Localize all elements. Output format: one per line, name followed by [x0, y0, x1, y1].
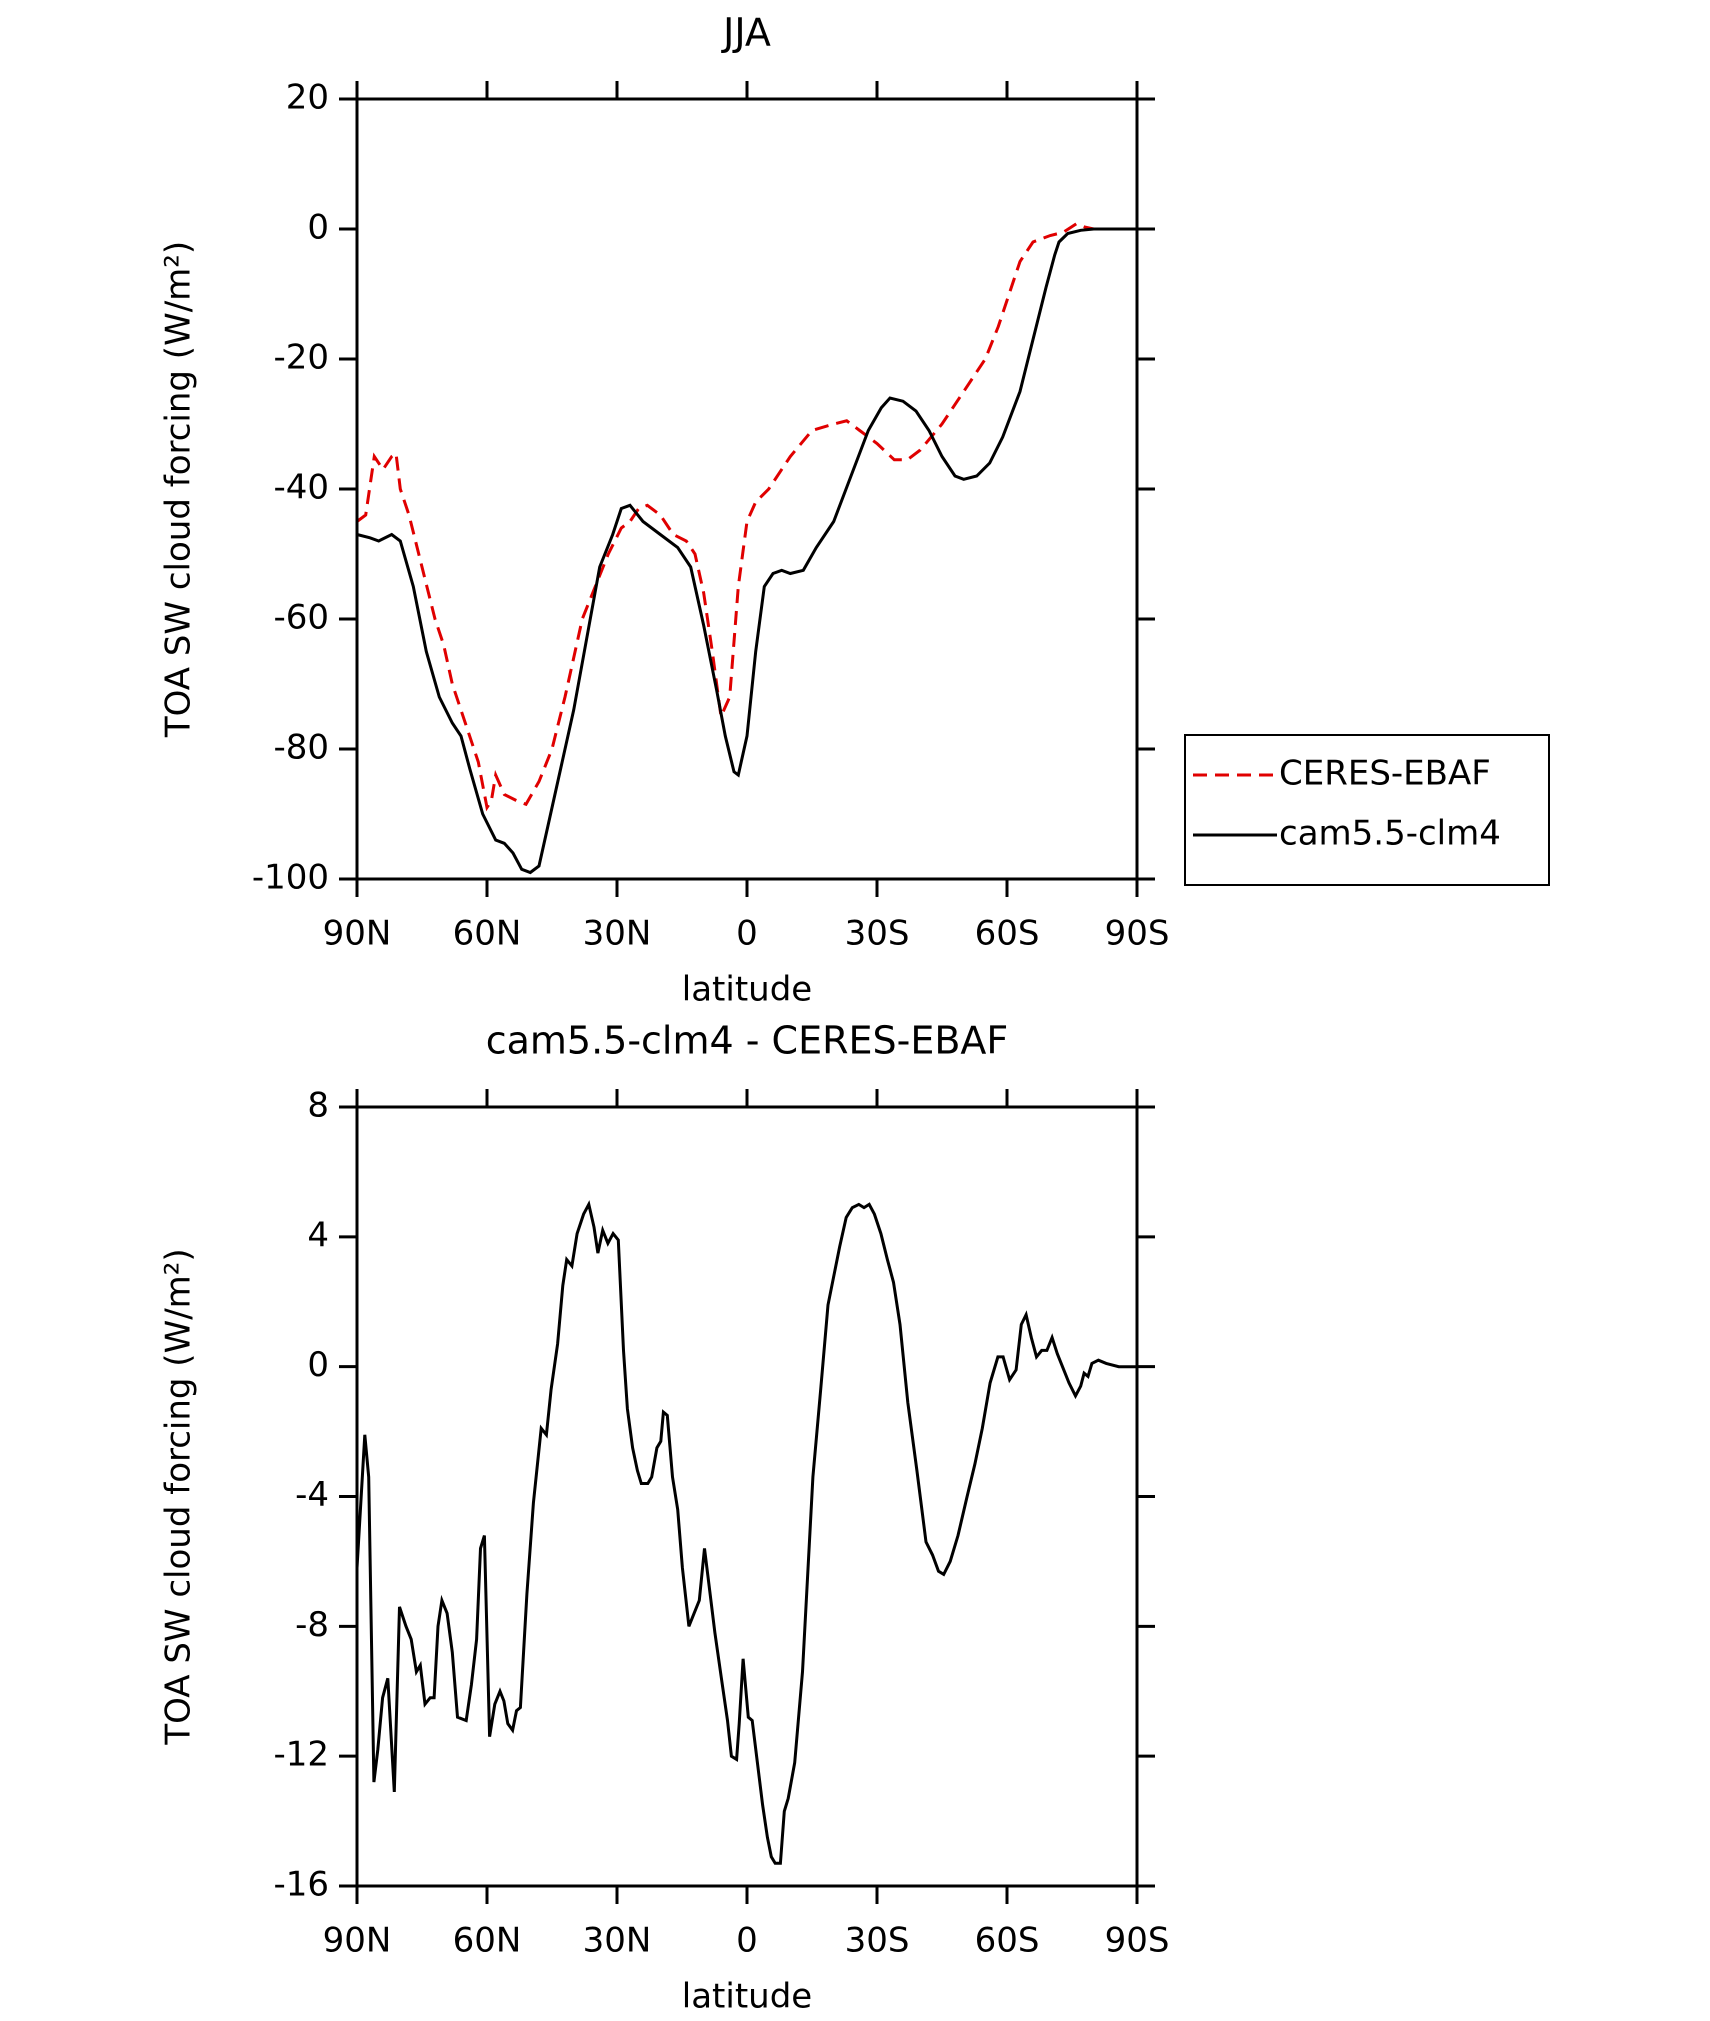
y-tick-label: 20: [286, 78, 329, 118]
x-tick-label: 90S: [1105, 914, 1170, 954]
data-line: [356, 222, 1137, 812]
plot-frame: [355, 1105, 1139, 1888]
x-tick-label: 30S: [845, 1921, 910, 1961]
chart-title: JJA: [721, 11, 771, 55]
legend-box: [1184, 734, 1550, 886]
x-tick-label: 90N: [323, 1921, 392, 1961]
x-tick-label: 60N: [453, 1921, 522, 1961]
chart-title: cam5.5-clm4 - CERES-EBAF: [486, 1019, 1009, 1063]
x-tick-label: 90S: [1105, 1921, 1170, 1961]
y-tick-label: -60: [273, 598, 329, 638]
x-tick-label: 0: [736, 1921, 758, 1961]
x-tick-label: 30S: [845, 914, 910, 954]
y-tick-label: -12: [273, 1735, 329, 1775]
x-tick-label: 90N: [323, 914, 392, 954]
y-tick-label: -20: [273, 338, 329, 378]
x-tick-label: 30N: [583, 914, 652, 954]
y-axis-label: TOA SW cloud forcing (W/m²): [159, 241, 199, 738]
y-tick-label: 8: [307, 1086, 329, 1126]
y-tick-label: -8: [295, 1605, 329, 1645]
y-tick-label: 0: [307, 208, 329, 248]
y-tick-label: 4: [307, 1215, 329, 1255]
y-tick-label: 0: [307, 1345, 329, 1385]
y-axis-label: TOA SW cloud forcing (W/m²): [159, 1248, 199, 1745]
x-axis-label: latitude: [682, 1977, 812, 2017]
y-tick-label: -16: [273, 1865, 329, 1905]
plot-frame: [355, 97, 1139, 881]
y-tick-label: -4: [295, 1475, 329, 1515]
legend-label: cam5.5-clm4: [1279, 814, 1501, 854]
y-tick-label: -40: [273, 468, 329, 508]
x-tick-label: 0: [736, 914, 758, 954]
y-tick-label: -80: [273, 728, 329, 768]
x-tick-label: 60N: [453, 914, 522, 954]
x-axis-label: latitude: [682, 970, 812, 1010]
y-tick-label: -100: [252, 858, 329, 898]
x-tick-label: 30N: [583, 1921, 652, 1961]
x-tick-label: 60S: [975, 1921, 1040, 1961]
data-line: [355, 1200, 1137, 1865]
data-line: [356, 227, 1137, 875]
legend-label: CERES-EBAF: [1279, 754, 1491, 794]
x-tick-label: 60S: [975, 914, 1040, 954]
